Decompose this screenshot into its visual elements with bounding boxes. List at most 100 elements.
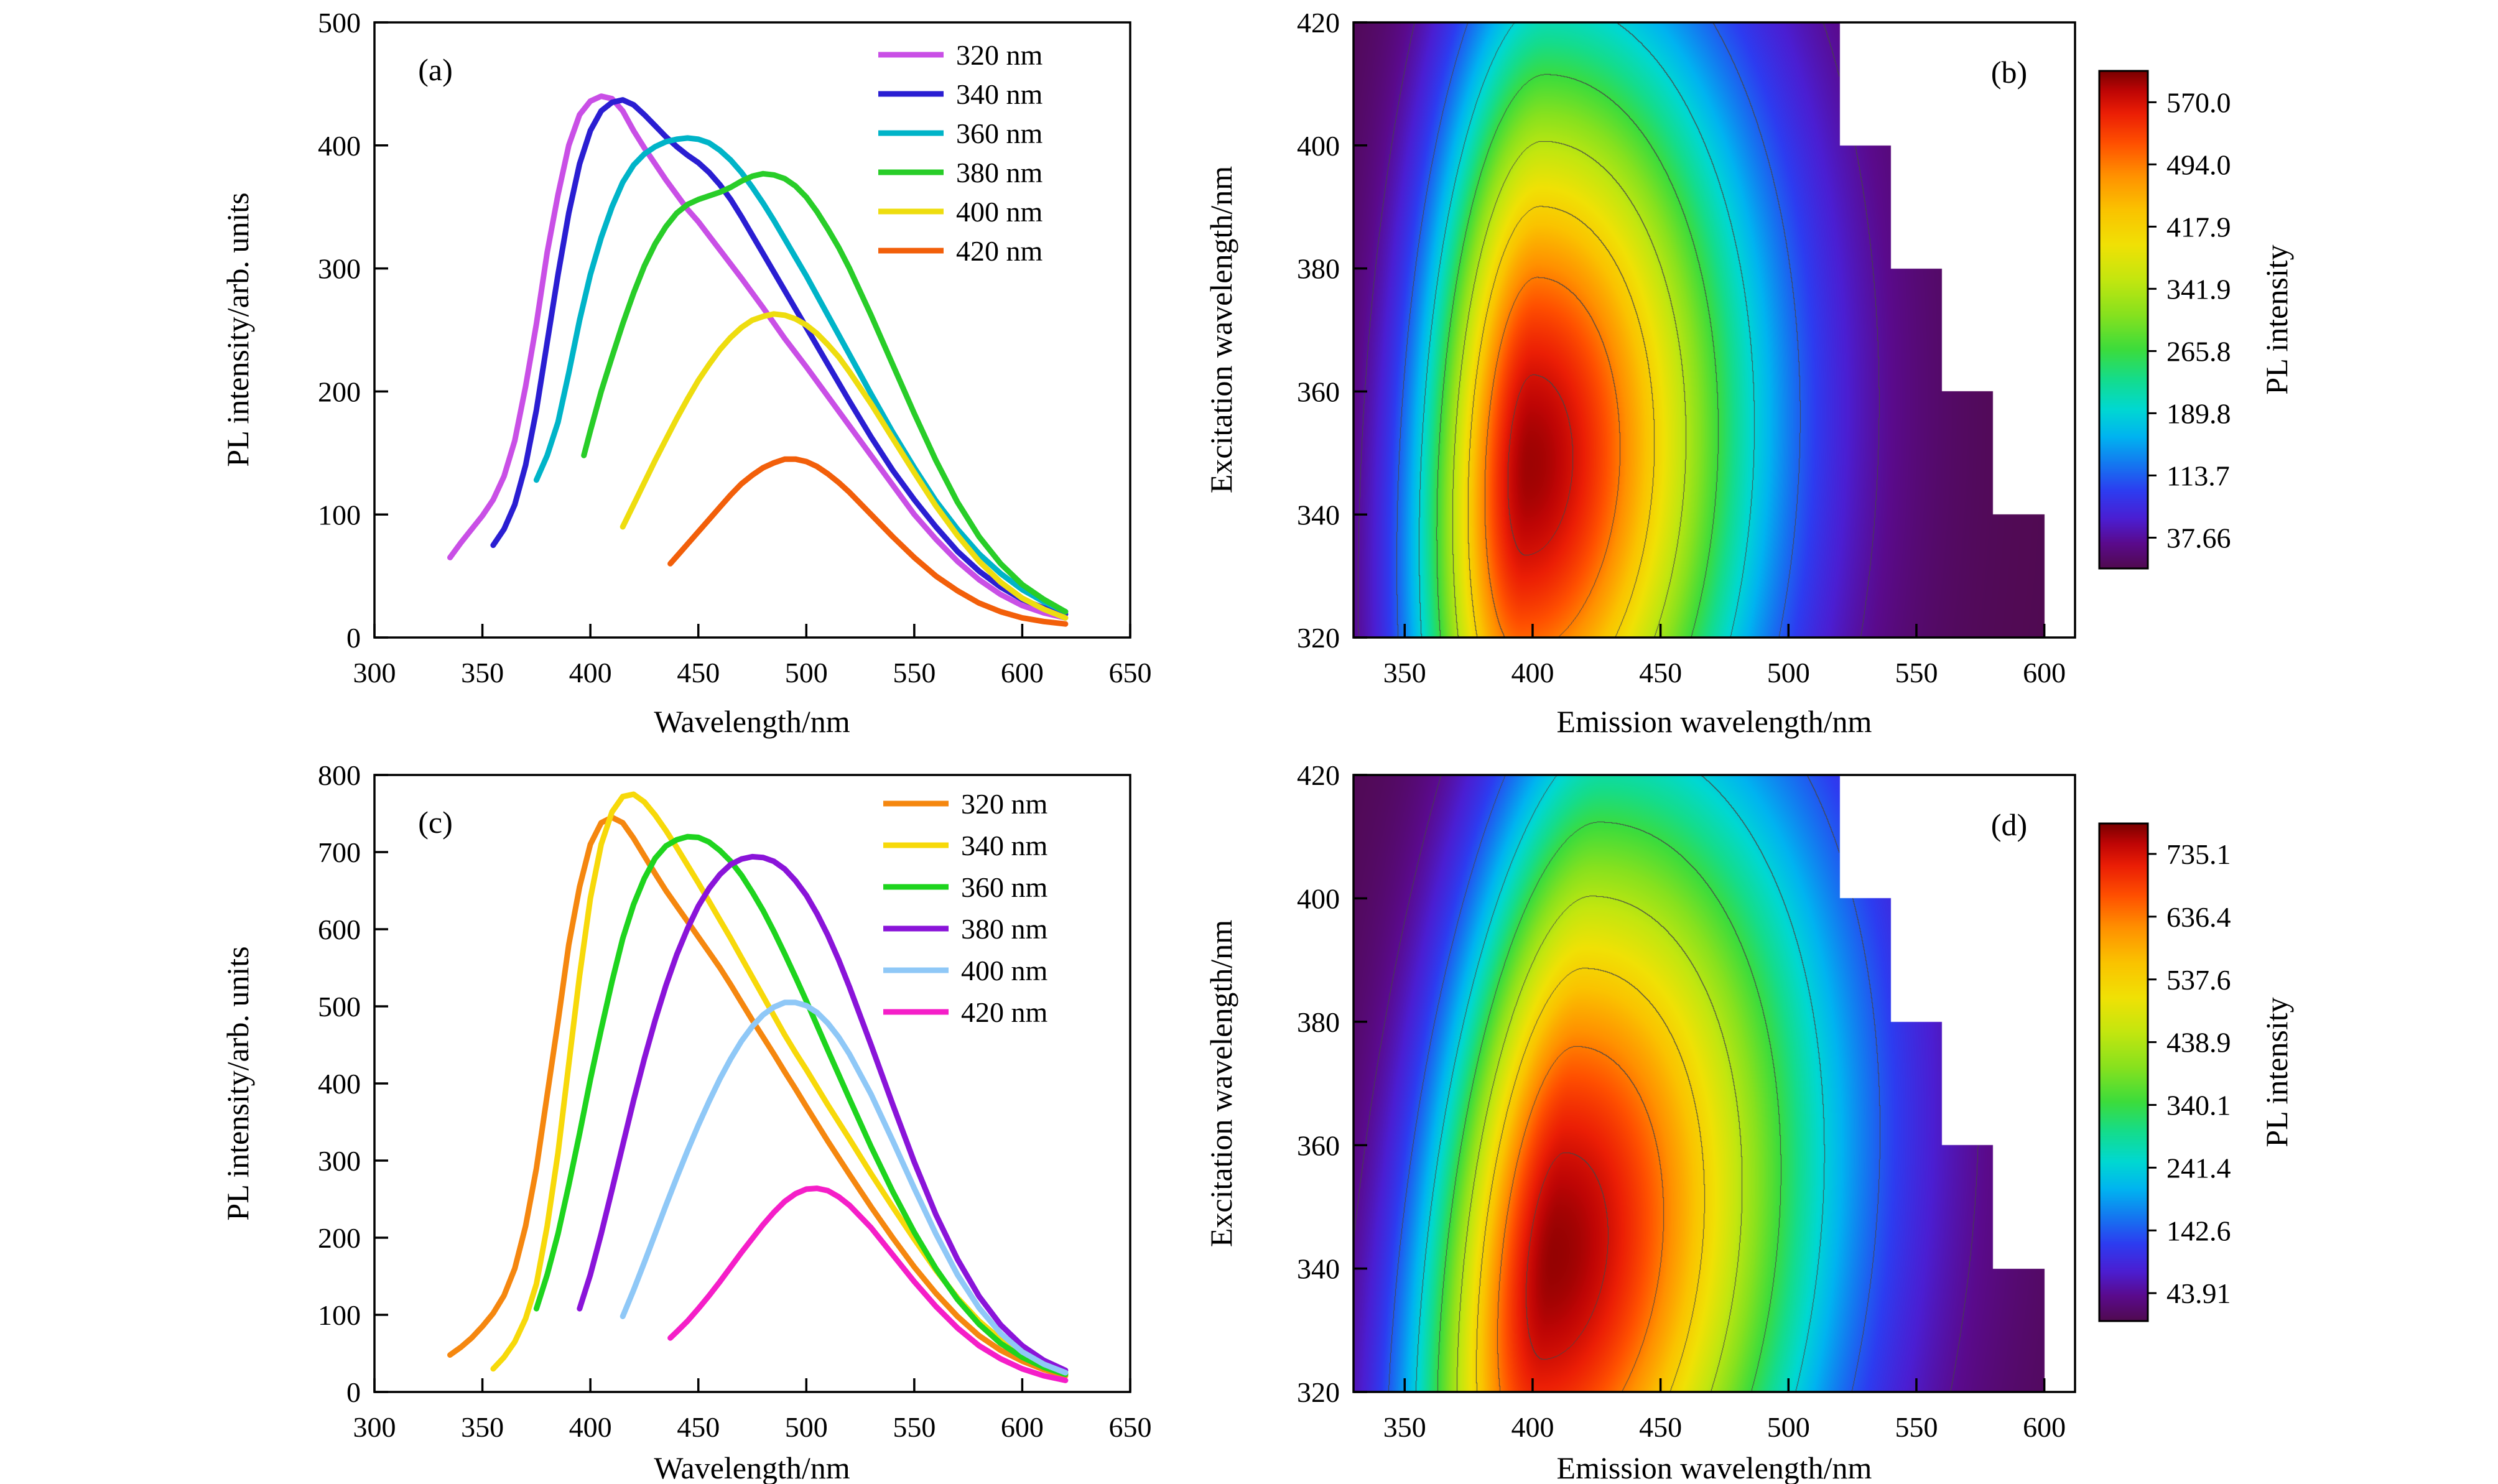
y-tick-label: 300 [318,253,361,285]
heatmap-d [1353,775,2075,1392]
colorbar-tick-label: 570.0 [2166,86,2231,118]
series-line-400-nm [620,311,1069,621]
legend-label: 420 nm [961,996,1048,1028]
series-line-360-nm [533,135,1069,614]
x-tick-label: 450 [677,657,720,689]
y-tick-label: 0 [346,1376,361,1408]
axes-box [373,21,1131,639]
series-line-320-nm [447,814,1069,1379]
panel-b-y-axis-label: Excitation wavelength/nm [1204,165,1238,494]
x-tick-label: 300 [353,1411,396,1443]
legend-label: 340 nm [961,830,1048,861]
y-tick-label: 400 [318,1068,361,1100]
y-tick-label: 500 [318,991,361,1023]
y-tick-label: 100 [318,1299,361,1331]
x-tick-label: 600 [2023,657,2066,689]
y-tick-label: 360 [1297,1129,1340,1161]
legend-label: 380 nm [961,913,1048,945]
legend-label: 320 nm [961,788,1048,820]
y-tick-label: 360 [1297,376,1340,408]
series-line-340-nm [490,97,1069,617]
colorbar-tick-label: 494.0 [2166,149,2231,180]
y-tick-label: 380 [1297,253,1340,285]
x-tick-label: 650 [1109,1411,1152,1443]
y-tick-label: 420 [1297,759,1340,791]
series-line-380-nm [577,853,1069,1373]
colorbar-tick-label: 537.6 [2166,964,2231,996]
y-tick-label: 800 [318,759,361,791]
legend-label: 420 nm [956,235,1043,267]
x-tick-label: 550 [1895,1411,1938,1443]
y-tick-label: 300 [318,1145,361,1177]
y-tick-label: 320 [1297,622,1340,654]
x-tick-label: 500 [1767,1411,1810,1443]
panel-d-y-axis-label: Excitation wavelength/nm [1204,919,1238,1248]
colorbar-b [2099,71,2148,568]
panel-d-colorbar-label: PL intensity [2259,997,2294,1148]
y-tick-label: 200 [318,1222,361,1254]
x-tick-label: 300 [353,657,396,689]
y-tick-label: 420 [1297,7,1340,39]
colorbar-tick-label: 113.7 [2166,460,2230,492]
colorbar-tick-label: 417.9 [2166,211,2231,243]
panel-b-colorbar-label: PL intensity [2259,244,2294,395]
x-tick-label: 550 [1895,657,1938,689]
y-tick-label: 340 [1297,1253,1340,1285]
panel-a-y-axis-label: PL intensity/arb. units [220,192,255,467]
series-line-420-nm [667,456,1069,627]
panel-c-y-axis-label: PL intensity/arb. units [220,946,255,1221]
panel-a-x-axis-label: Wavelength/nm [654,704,850,739]
panel-a-label: (a) [418,52,453,87]
legend-label: 360 nm [961,871,1048,903]
axes-box [373,774,1131,1393]
series-line-320-nm [447,93,1069,621]
heatmap-b [1353,22,2075,638]
colorbar-tick-label: 735.1 [2166,838,2231,870]
x-tick-label: 400 [569,657,612,689]
x-tick-label: 650 [1109,657,1152,689]
x-tick-label: 550 [893,1411,936,1443]
colorbar-tick-label: 142.6 [2166,1215,2231,1246]
series-line-340-nm [490,791,1069,1376]
y-tick-label: 100 [318,499,361,531]
legend-label: 400 nm [956,196,1043,228]
y-tick-label: 500 [318,7,361,39]
y-tick-label: 320 [1297,1376,1340,1408]
x-tick-label: 350 [461,657,504,689]
y-tick-label: 0 [346,622,361,654]
panel-d-label: (d) [1990,807,2028,842]
y-tick-label: 400 [318,130,361,162]
colorbar-tick-label: 43.91 [2166,1278,2231,1309]
x-tick-label: 400 [1511,1411,1554,1443]
legend-label: 320 nm [956,39,1043,71]
x-tick-label: 400 [569,1411,612,1443]
x-tick-label: 500 [785,657,828,689]
colorbar-tick-label: 37.66 [2166,522,2231,554]
y-tick-label: 340 [1297,499,1340,531]
panel-b-x-axis-label: Emission wavelength/nm [1556,704,1872,739]
panel-c-label: (c) [418,805,453,840]
x-tick-label: 350 [1383,1411,1426,1443]
colorbar-tick-label: 341.9 [2166,273,2231,305]
colorbar-tick-label: 241.4 [2166,1152,2231,1184]
series-line-360-nm [533,833,1069,1377]
colorbar-tick-label: 438.9 [2166,1027,2231,1059]
colorbar-tick-label: 189.8 [2166,397,2231,429]
panel-d-x-axis-label: Emission wavelength/nm [1556,1450,1872,1484]
y-tick-label: 600 [318,914,361,945]
x-tick-label: 450 [677,1411,720,1443]
legend-label: 400 nm [961,955,1048,986]
x-tick-label: 350 [1383,657,1426,689]
colorbar-tick-label: 340.1 [2166,1090,2231,1121]
y-tick-label: 400 [1297,130,1340,162]
x-tick-label: 450 [1639,657,1682,689]
panel-c-x-axis-label: Wavelength/nm [654,1450,850,1484]
x-tick-label: 600 [1001,657,1044,689]
colorbar-tick-label: 265.8 [2166,336,2231,368]
x-tick-label: 500 [785,1411,828,1443]
x-tick-label: 450 [1639,1411,1682,1443]
legend-label: 380 nm [956,157,1043,188]
colorbar-tick-label: 636.4 [2166,901,2231,933]
series-line-400-nm [620,999,1069,1376]
